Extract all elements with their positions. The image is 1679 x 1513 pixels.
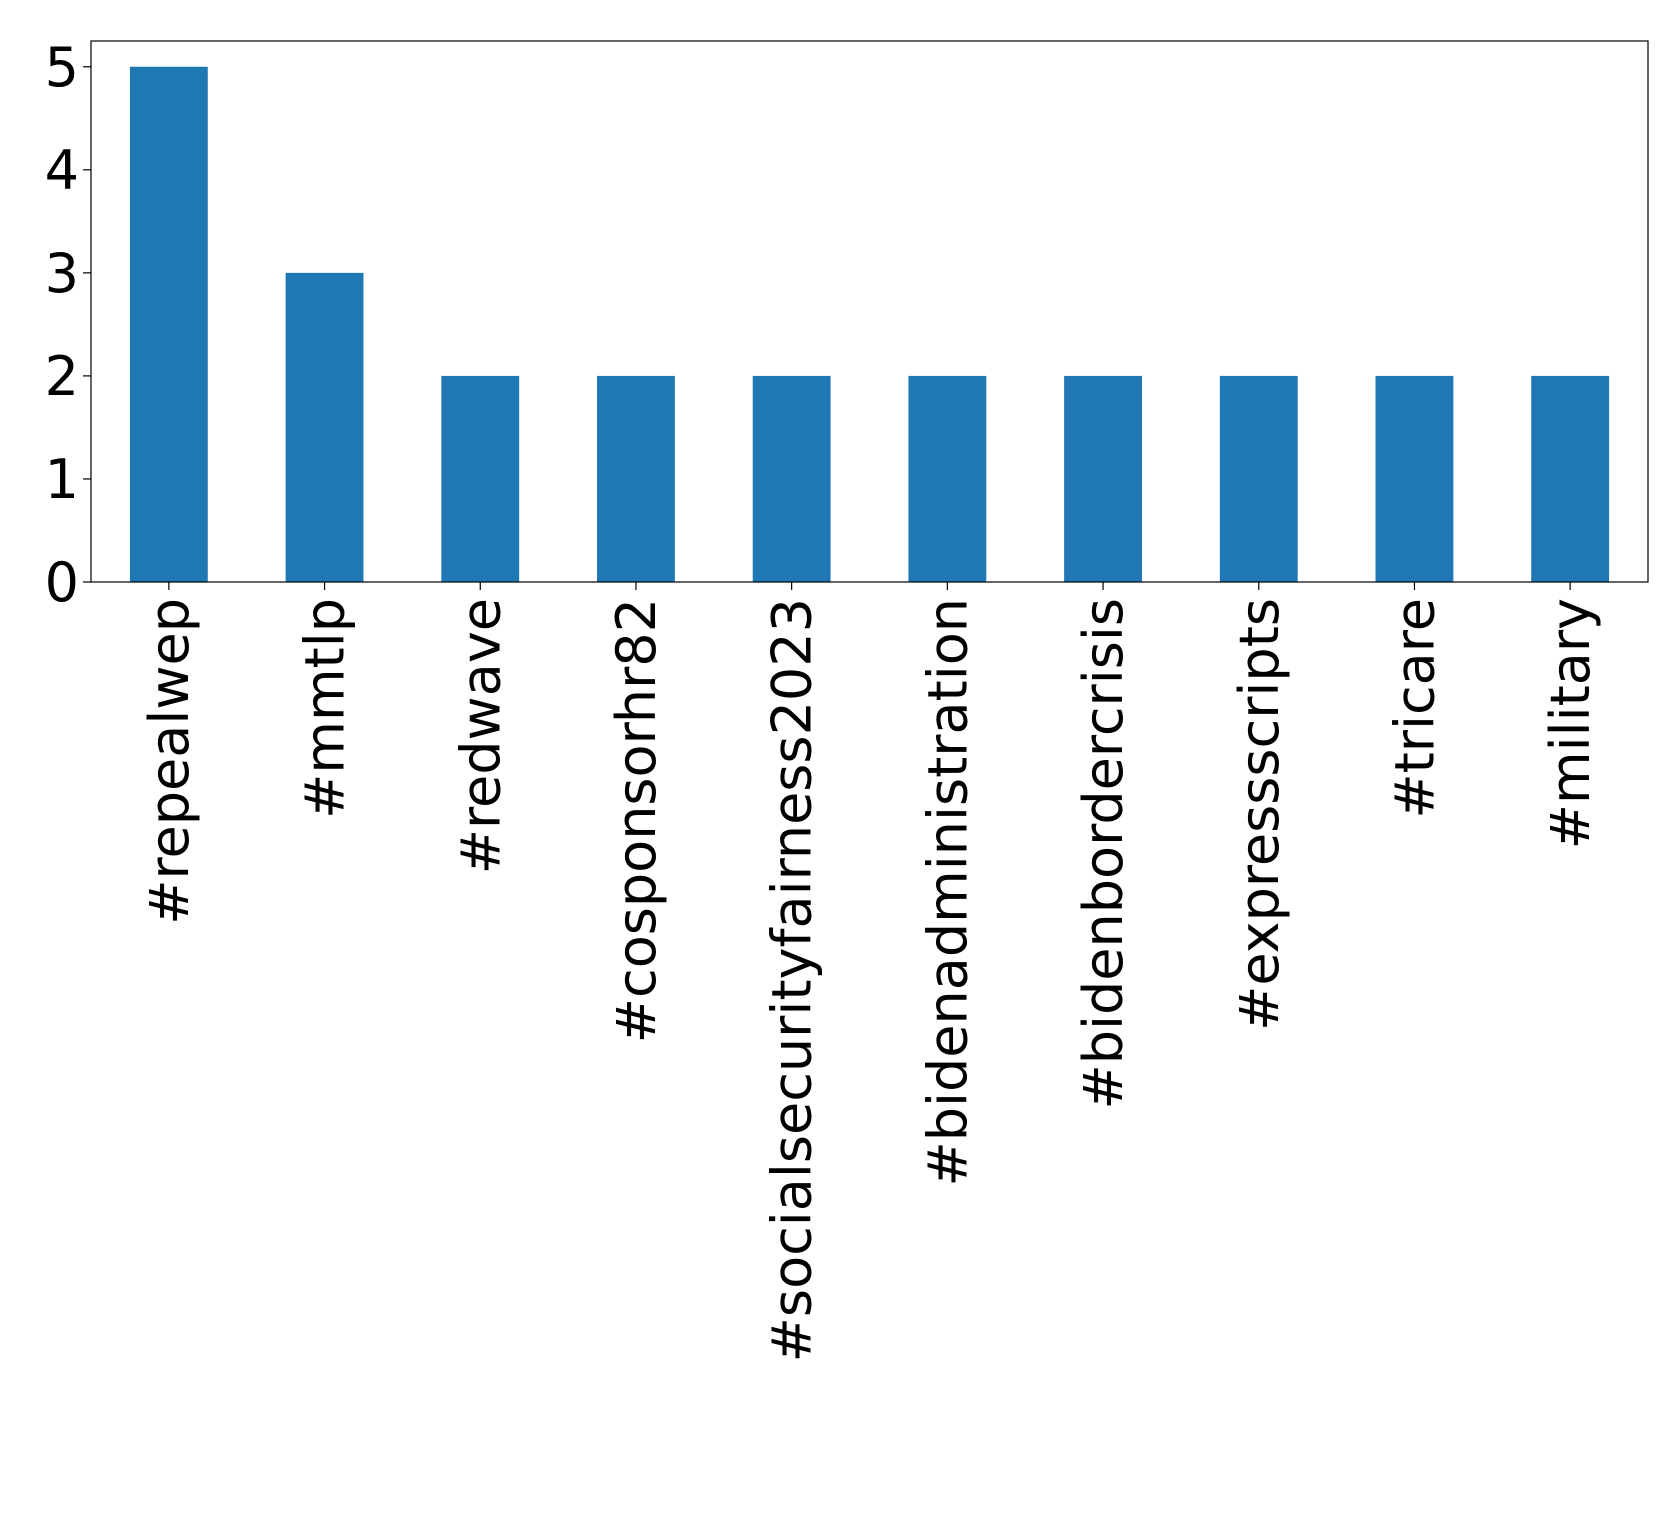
y-tick-label: 4 [45, 139, 79, 202]
y-tick-label: 1 [45, 448, 79, 511]
plot-frame [90, 40, 1649, 583]
x-tick-label: #repealwep [138, 598, 201, 925]
bar [1375, 375, 1454, 582]
bar [441, 375, 520, 582]
x-tick-label: #redwave [449, 598, 512, 874]
y-tick-label: 2 [45, 345, 79, 408]
bar [1219, 375, 1298, 582]
bar [1531, 375, 1610, 582]
bar [752, 375, 831, 582]
x-tick-label: #socialsecurityfairness2023 [761, 598, 824, 1362]
x-tick-label: #mmtlp [294, 598, 357, 819]
y-tick-label: 0 [45, 551, 79, 614]
bar [285, 272, 364, 582]
x-tick-label: #expressscripts [1228, 598, 1291, 1031]
x-tick-label: #cosponsorhr82 [605, 598, 668, 1043]
x-tick-label: #bidenbordercrisis [1072, 598, 1135, 1110]
x-tick-label: #bidenadministration [916, 598, 979, 1187]
x-tick-label: #tricare [1383, 598, 1446, 819]
bar [1064, 375, 1142, 582]
bar [908, 375, 987, 582]
y-tick-label: 5 [45, 36, 79, 99]
bar [597, 375, 675, 582]
x-tick-label: #military [1539, 598, 1602, 849]
y-tick-label: 3 [45, 242, 79, 305]
bar [129, 66, 208, 582]
